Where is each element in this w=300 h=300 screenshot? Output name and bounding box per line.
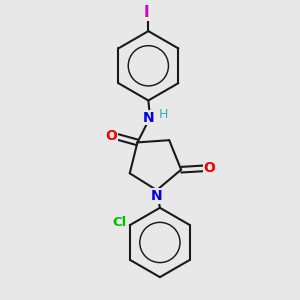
Text: N: N bbox=[142, 111, 154, 124]
Text: Cl: Cl bbox=[112, 216, 126, 229]
Text: N: N bbox=[150, 189, 162, 203]
Text: O: O bbox=[105, 130, 117, 143]
Text: I: I bbox=[144, 5, 149, 20]
Text: H: H bbox=[159, 108, 168, 121]
Text: O: O bbox=[203, 161, 215, 176]
